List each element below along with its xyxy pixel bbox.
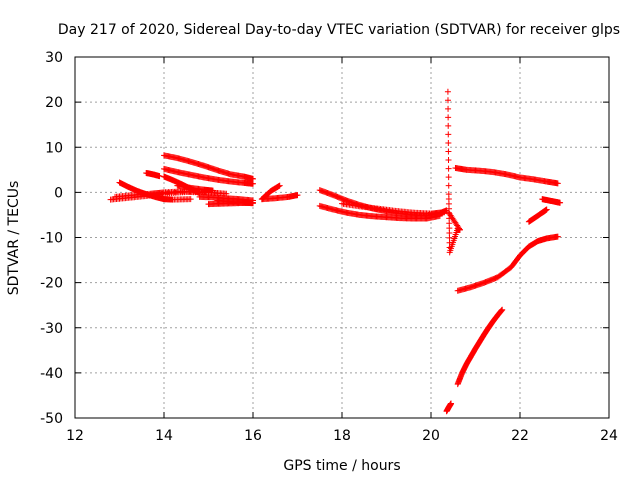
x-tick-label: 24 xyxy=(600,428,618,444)
y-tick-label: 0 xyxy=(54,185,63,201)
series-arc-11 xyxy=(205,199,256,208)
y-tick-label: -20 xyxy=(40,276,63,292)
data-points xyxy=(107,88,564,415)
series-arc-17 xyxy=(452,165,561,187)
x-tick-label: 14 xyxy=(155,428,173,444)
series-arc-05 xyxy=(161,152,256,182)
data-point xyxy=(446,211,453,218)
x-tick-label: 16 xyxy=(244,428,262,444)
x-tick-label: 22 xyxy=(511,428,529,444)
tick-labels: 12 14 16 18 20 22 24 -50 -40 -30 -20 -10 0 10 20 30 xyxy=(40,50,618,444)
data-point xyxy=(294,192,301,199)
grid-lines xyxy=(75,57,609,418)
x-tick-label: 18 xyxy=(333,428,351,444)
series-arc-13 xyxy=(258,192,301,203)
data-point xyxy=(554,233,561,240)
y-tick-label: -10 xyxy=(40,231,63,247)
series-arc-15 xyxy=(316,202,443,222)
data-point xyxy=(187,196,194,203)
data-point xyxy=(445,105,452,112)
data-point xyxy=(445,165,452,172)
series-arc-08 xyxy=(174,182,216,194)
series-arc-20 xyxy=(443,400,455,415)
data-point xyxy=(554,180,561,187)
series-arc-16 xyxy=(339,200,448,217)
data-point xyxy=(250,199,256,206)
chart-title: Day 217 of 2020, Sidereal Day-to-day VTE… xyxy=(58,22,620,38)
data-point xyxy=(543,206,550,213)
data-point xyxy=(445,122,452,129)
y-tick-label: -50 xyxy=(40,411,63,427)
data-point xyxy=(445,209,452,216)
data-point xyxy=(445,182,452,189)
data-point xyxy=(445,139,452,146)
series-arc-06 xyxy=(161,165,256,187)
y-tick-label: 20 xyxy=(45,95,63,111)
series-arc-21 xyxy=(525,206,550,225)
axis-ticks xyxy=(74,56,610,419)
data-point xyxy=(557,199,564,206)
data-point xyxy=(448,400,455,407)
data-point xyxy=(444,97,451,104)
y-tick-label: 30 xyxy=(45,50,63,66)
x-tick-label: 12 xyxy=(66,428,84,444)
data-point xyxy=(445,157,452,164)
data-point xyxy=(250,180,256,187)
series-isolated-points xyxy=(444,88,463,256)
series-arc-19 xyxy=(454,306,506,388)
data-point xyxy=(499,306,506,313)
data-point xyxy=(444,88,451,95)
y-tick-label: -40 xyxy=(40,366,63,382)
y-tick-label: 10 xyxy=(45,140,63,156)
data-point xyxy=(276,182,283,189)
x-tick-label: 20 xyxy=(422,428,440,444)
y-axis-title: SDTVAR / TECUs xyxy=(6,181,22,296)
data-point xyxy=(209,187,216,194)
data-point xyxy=(445,114,452,121)
data-point xyxy=(445,148,452,155)
series-arc-04 xyxy=(143,169,163,180)
y-tick-label: -30 xyxy=(40,321,63,337)
x-axis-title: GPS time / hours xyxy=(283,458,400,474)
data-point xyxy=(445,174,452,181)
series-arc-03 xyxy=(116,179,194,203)
data-point xyxy=(445,131,452,138)
series-arc-22 xyxy=(539,196,564,206)
series-arc-18 xyxy=(454,233,561,294)
